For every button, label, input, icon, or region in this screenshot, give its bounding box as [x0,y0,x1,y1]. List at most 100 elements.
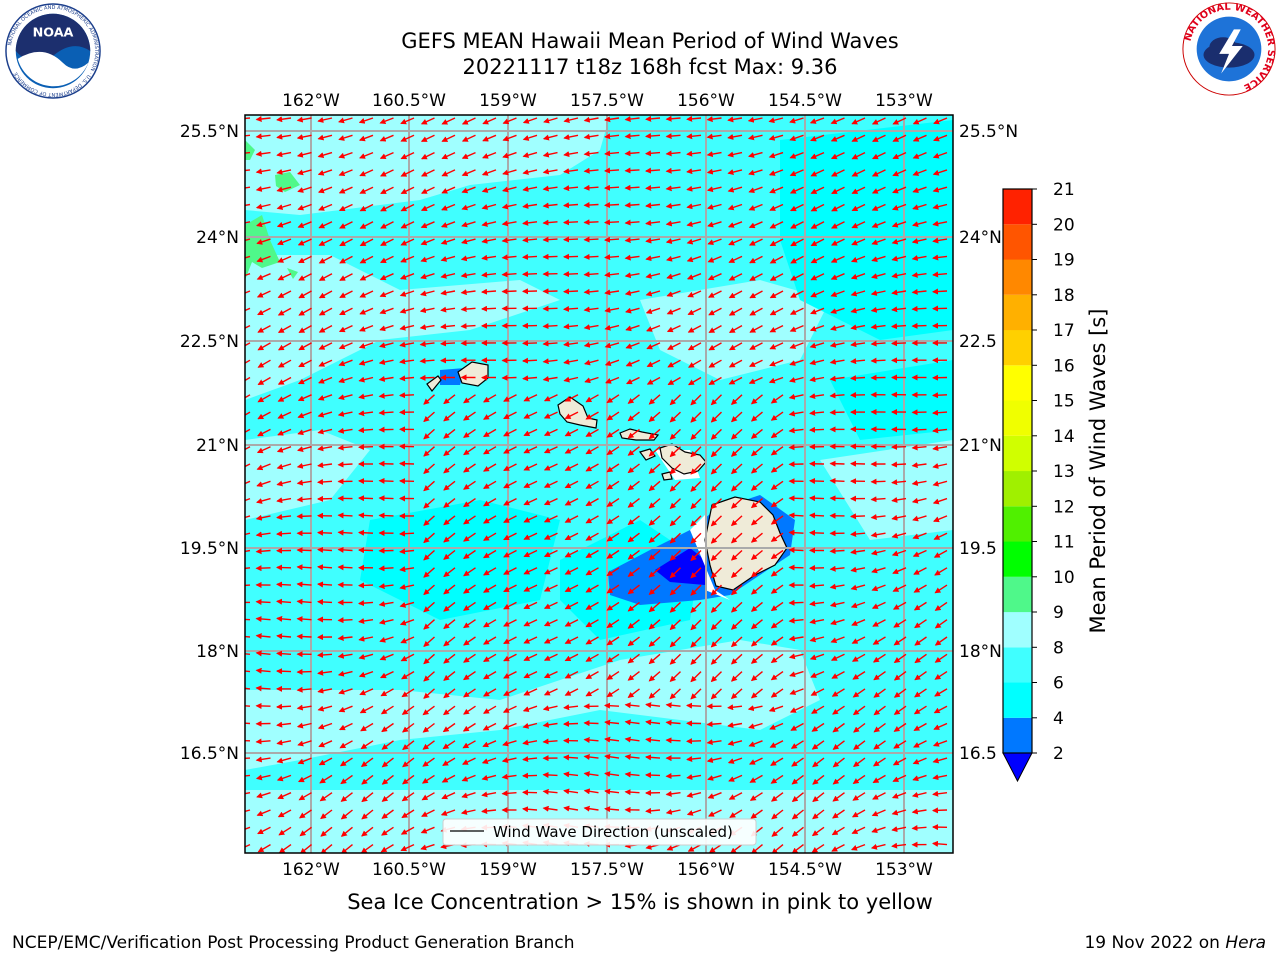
direction-arrow [768,151,784,159]
direction-arrow [645,133,661,139]
direction-arrow [337,634,353,641]
direction-arrow [686,185,702,192]
direction-arrow [627,619,640,629]
direction-arrow [379,324,394,332]
direction-arrow [648,584,661,595]
direction-arrow [276,615,292,622]
direction-arrow [296,462,312,469]
direction-arrow [648,394,661,405]
direction-arrow [481,221,497,227]
direction-arrow [809,426,825,433]
direction-arrow [463,428,476,438]
direction-arrow [829,583,845,590]
direction-arrow [339,290,353,299]
direction-arrow [770,619,784,629]
direction-arrow [870,478,886,485]
direction-arrow [358,444,374,451]
direction-arrow [710,446,722,458]
direction-arrow [624,272,640,279]
direction-arrow [564,480,579,489]
direction-arrow [423,446,435,457]
direction-arrow [296,564,312,571]
direction-arrow [585,394,599,403]
direction-arrow [831,221,845,229]
direction-arrow [710,394,722,406]
direction-arrow [809,529,825,536]
direction-arrow [522,219,538,226]
direction-arrow [276,598,292,605]
direction-arrow [255,185,271,192]
direction-arrow [624,150,640,157]
direction-arrow [850,375,866,382]
direction-arrow [543,567,558,575]
direction-arrow [296,496,312,503]
direction-arrow [666,290,681,297]
direction-arrow [277,359,292,368]
direction-arrow [503,497,517,506]
direction-arrow [686,115,702,122]
direction-arrow [829,341,845,348]
direction-arrow [338,186,353,194]
direction-arrow [604,150,620,157]
colorbar: 2 4 6 8 9 10 11 12 13 14 15 16 17 18 19 20 21 [1002,180,1075,783]
direction-arrow [245,359,251,364]
direction-arrow [829,565,845,572]
colorbar-tick-label: 19 [1053,251,1075,271]
direction-arrow [423,636,435,647]
direction-arrow [934,601,948,611]
direction-arrow [850,530,866,537]
island-kahoolawe [661,471,673,481]
direction-arrow [423,480,435,492]
direction-arrow [523,584,538,592]
direction-arrow [463,619,476,629]
lon-label: 160.5°W [372,91,446,111]
direction-arrow [690,411,702,423]
direction-arrow [245,376,251,382]
direction-arrow [788,495,804,502]
direction-arrow [523,601,538,610]
direction-arrow [503,428,517,437]
direction-arrow [502,117,517,125]
direction-arrow [829,358,845,365]
lat-label: 19.5°N [180,539,239,559]
direction-arrow [727,151,743,158]
direction-arrow [297,203,312,211]
direction-arrow [543,532,558,540]
direction-arrow [563,341,579,348]
direction-arrow [337,461,353,468]
direction-arrow [810,255,825,264]
direction-arrow [501,288,517,295]
direction-arrow [727,133,743,140]
direction-arrow [276,133,292,140]
direction-arrow [830,290,845,297]
direction-arrow [318,255,333,264]
direction-arrow [933,117,948,125]
direction-arrow [583,219,599,226]
direction-arrow [851,151,866,160]
direction-arrow [932,254,948,261]
direction-arrow [399,290,415,297]
direction-arrow [891,496,907,503]
direction-arrow [276,221,292,228]
direction-arrow [563,151,579,158]
direction-arrow [730,394,743,405]
direction-arrow [912,169,927,176]
direction-arrow [686,221,702,227]
direction-arrow [604,202,620,209]
direction-arrow [911,426,927,433]
direction-arrow [317,581,333,588]
direction-arrow [687,290,702,298]
direction-arrow [850,513,866,520]
direction-arrow [483,428,497,438]
direction-arrow [710,428,722,440]
direction-arrow [789,203,804,212]
direction-arrow [463,567,476,577]
direction-arrow [358,582,374,589]
direction-arrow [481,237,497,244]
direction-arrow [585,446,599,455]
direction-arrow [297,169,312,176]
direction-arrow [810,186,825,194]
direction-arrow [276,463,292,470]
lon-label: 162°W [282,860,340,880]
direction-arrow [522,253,538,260]
